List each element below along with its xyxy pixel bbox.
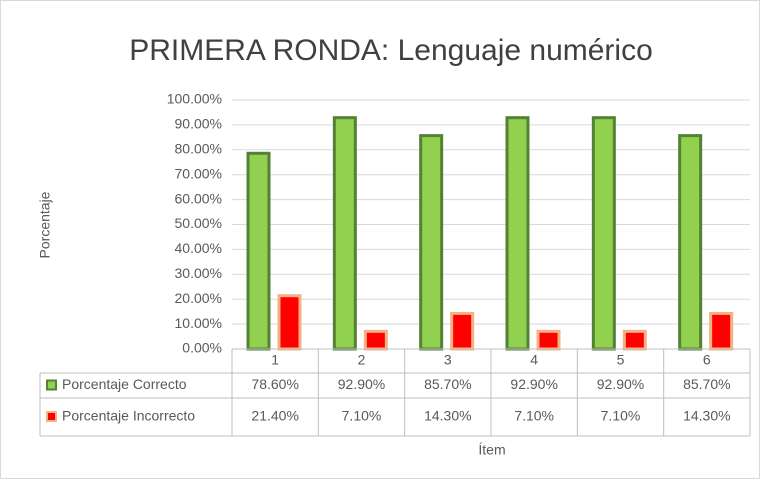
y-tick-label: 60.00% bbox=[175, 190, 222, 206]
data-label: 92.90% bbox=[338, 376, 385, 392]
bar bbox=[709, 311, 734, 351]
y-tick-label: 50.00% bbox=[175, 215, 222, 231]
x-tick-label: 3 bbox=[444, 352, 452, 368]
data-label: 92.90% bbox=[510, 376, 557, 392]
y-tick-label: 90.00% bbox=[175, 116, 222, 132]
bar bbox=[419, 134, 444, 351]
data-label: 14.30% bbox=[683, 408, 730, 424]
bar bbox=[277, 294, 302, 351]
bar bbox=[246, 151, 271, 351]
legend-key bbox=[46, 411, 57, 422]
data-label: 85.70% bbox=[683, 376, 730, 392]
bar bbox=[505, 116, 530, 351]
y-tick-label: 80.00% bbox=[175, 141, 222, 157]
y-axis-title: Porcentaje bbox=[37, 191, 53, 258]
x-axis-title: Ítem bbox=[478, 442, 505, 458]
legend-key bbox=[46, 379, 57, 391]
y-tick-label: 100.00% bbox=[167, 91, 222, 107]
x-tick-label: 2 bbox=[358, 352, 366, 368]
x-tick-label: 1 bbox=[271, 352, 279, 368]
data-label: 7.10% bbox=[601, 408, 641, 424]
data-label: 21.40% bbox=[251, 408, 298, 424]
bar bbox=[622, 329, 647, 351]
data-label: 7.10% bbox=[514, 408, 554, 424]
y-tick-label: 10.00% bbox=[175, 315, 222, 331]
bar bbox=[363, 329, 388, 351]
data-label: 92.90% bbox=[597, 376, 644, 392]
y-tick-label: 40.00% bbox=[175, 240, 222, 256]
y-tick-label: 70.00% bbox=[175, 165, 222, 181]
x-tick-label: 4 bbox=[530, 352, 538, 368]
legend-label: Porcentaje Correcto bbox=[62, 376, 187, 392]
x-tick-label: 5 bbox=[617, 352, 625, 368]
bar bbox=[678, 134, 703, 351]
x-tick-label: 6 bbox=[703, 352, 711, 368]
bar bbox=[332, 116, 357, 351]
data-label: 14.30% bbox=[424, 408, 471, 424]
bar bbox=[450, 311, 475, 351]
data-label: 78.60% bbox=[251, 376, 298, 392]
y-tick-label: 20.00% bbox=[175, 290, 222, 306]
data-label: 85.70% bbox=[424, 376, 471, 392]
y-tick-label: 0.00% bbox=[182, 340, 222, 356]
bar bbox=[536, 329, 561, 351]
bar bbox=[591, 116, 616, 351]
legend-label: Porcentaje Incorrecto bbox=[62, 408, 195, 424]
data-label: 7.10% bbox=[342, 408, 382, 424]
y-tick-label: 30.00% bbox=[175, 265, 222, 281]
chart-title: PRIMERA RONDA: Lenguaje numérico bbox=[129, 34, 653, 67]
